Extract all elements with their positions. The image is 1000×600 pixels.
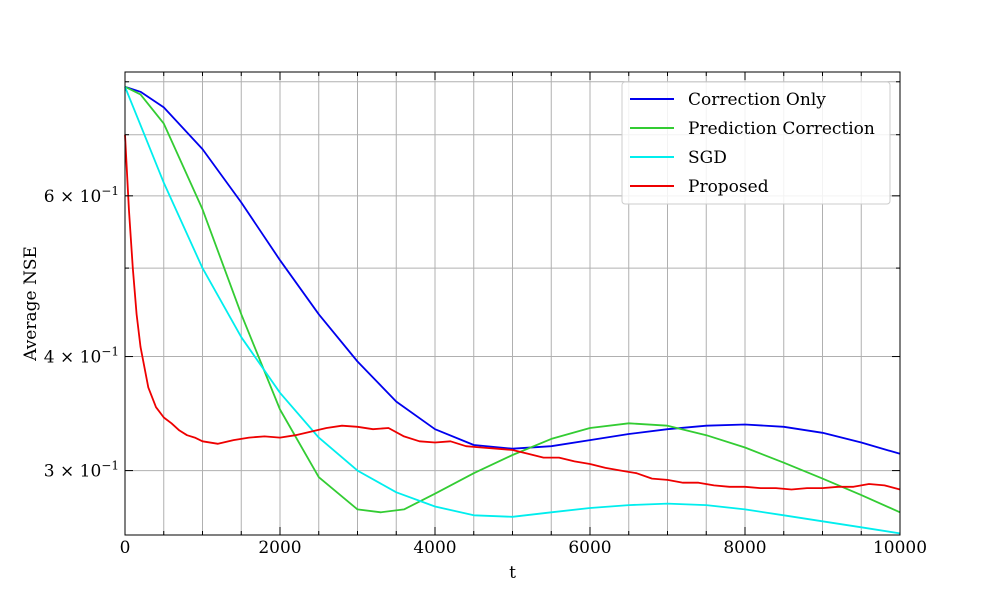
x-axis-label: t [509,563,516,583]
series-line-proposed [124,134,901,491]
legend: Correction Only Prediction Correction SGD P… [621,81,891,205]
x-tick-label: 6000 [568,538,611,558]
axis-ticks [124,72,901,535]
legend-label: Prediction Correction [688,119,875,139]
x-tick-label: 4000 [413,538,456,558]
legend-box [621,81,891,205]
legend-label: Proposed [688,177,769,197]
series-layer [124,85,901,535]
y-axis-label: Average NSE [21,246,41,362]
axis-tick-labels: 0 2000 4000 6000 8000 10000 3 × 10−1 4 × 10−1 6 … [44,184,927,558]
x-tick-label: 2000 [258,538,301,558]
x-tick-label: 0 [120,538,131,558]
series-line-correction-only [124,85,901,455]
y-tick-label: 6 × 10−1 [44,184,119,207]
legend-label: Correction Only [688,90,826,110]
legend-label: SGD [688,148,727,168]
y-tick-label: 4 × 10−1 [44,345,119,368]
series-line-prediction-correction [124,85,901,514]
y-tick-label: 3 × 10−1 [44,459,119,482]
x-tick-label: 10000 [873,538,927,558]
x-tick-label: 8000 [723,538,766,558]
series-line-sgd [124,86,901,535]
